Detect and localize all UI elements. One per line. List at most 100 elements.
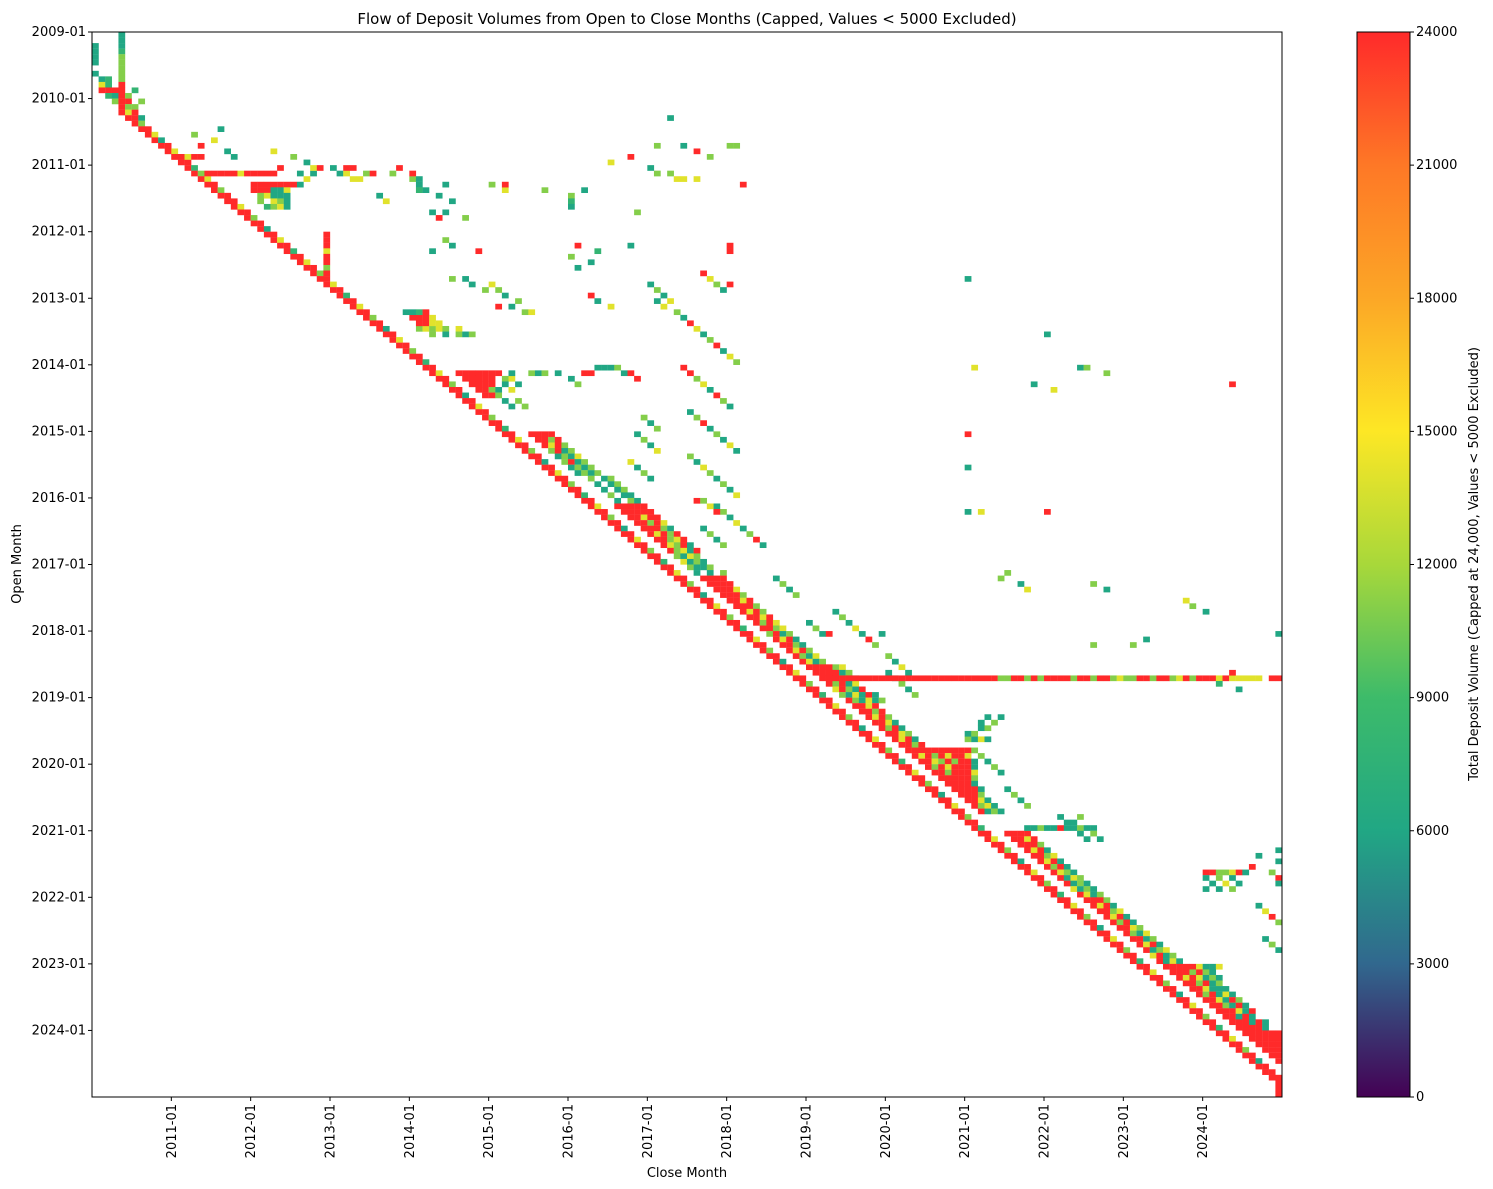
heatmap-cell	[1063, 869, 1071, 876]
heatmap-cell	[977, 725, 985, 732]
heatmap-cell	[891, 758, 899, 765]
heatmap-cell	[858, 725, 866, 732]
heatmap-cell	[647, 520, 655, 526]
heatmap-cell	[1004, 786, 1012, 793]
heatmap-cell	[1196, 1013, 1203, 1020]
heatmap-cell	[1004, 830, 1012, 837]
heatmap-cell	[415, 320, 423, 327]
heatmap-cell	[1136, 930, 1144, 937]
heatmap-cell	[951, 808, 959, 815]
heatmap-cell	[687, 409, 694, 415]
heatmap-cell	[1268, 1069, 1276, 1075]
heatmap-cell	[706, 387, 714, 393]
heatmap-cell	[640, 514, 648, 521]
heatmap-cell	[779, 631, 787, 637]
heatmap-cell	[845, 680, 853, 687]
heatmap-cell	[1017, 830, 1025, 837]
heatmap-cell	[323, 242, 331, 249]
heatmap-cell	[766, 653, 774, 659]
heatmap-cell	[144, 131, 152, 138]
heatmap-cell	[1090, 891, 1098, 898]
heatmap-cell	[1248, 864, 1256, 870]
heatmap-cell	[766, 619, 774, 626]
colorbar-tick-label: 12000	[1416, 558, 1457, 573]
heatmap-cell	[905, 675, 912, 682]
heatmap-cell	[561, 481, 569, 487]
heatmap-cell	[1176, 675, 1183, 682]
heatmap-cell	[1215, 869, 1223, 876]
heatmap-cell	[224, 192, 231, 199]
heatmap-cell	[1242, 1002, 1250, 1009]
heatmap-cell	[706, 603, 714, 610]
heatmap-cell	[125, 93, 132, 99]
heatmap-cell	[1096, 902, 1104, 909]
heatmap-cell	[1189, 675, 1197, 682]
heatmap-cell	[118, 54, 126, 60]
heatmap-cell	[475, 248, 483, 255]
heatmap-cell	[92, 70, 99, 77]
heatmap-cell	[1110, 913, 1117, 920]
heatmap-cell	[779, 664, 787, 671]
heatmap-cell	[290, 154, 298, 160]
heatmap-cell	[693, 459, 701, 465]
heatmap-cell	[568, 448, 575, 454]
heatmap-cell	[938, 753, 945, 759]
heatmap-cell	[971, 775, 979, 781]
heatmap-cell	[118, 76, 126, 83]
heatmap-cell	[832, 708, 840, 715]
heatmap-cell	[211, 181, 218, 188]
heatmap-cell	[1196, 986, 1203, 992]
heatmap-cell	[772, 575, 780, 582]
heatmap-cell	[336, 170, 344, 177]
heatmap-cell	[1229, 1008, 1236, 1014]
heatmap-cell	[98, 87, 106, 94]
heatmap-cell	[1090, 919, 1098, 926]
heatmap-cell	[898, 764, 906, 770]
heatmap-cell	[693, 375, 701, 382]
heatmap-cell	[706, 597, 714, 604]
heatmap-cell	[541, 370, 549, 377]
heatmap-cell	[442, 331, 450, 338]
heatmap-cell	[495, 420, 503, 426]
heatmap-cell	[733, 520, 741, 526]
heatmap-cell	[713, 342, 721, 349]
heatmap-cell	[872, 703, 879, 709]
heatmap-cell	[1004, 675, 1012, 682]
heatmap-cell	[700, 270, 707, 277]
heatmap-cell	[131, 109, 139, 116]
heatmap-cell	[1262, 1063, 1269, 1070]
heatmap-cell	[852, 686, 860, 693]
heatmap-cell	[1030, 675, 1038, 682]
heatmap-cell	[283, 248, 291, 255]
heatmap-cell	[554, 370, 562, 377]
heatmap-cell	[759, 608, 767, 615]
heatmap-cell	[905, 669, 912, 676]
x-tick-label: 2012-01	[244, 1104, 259, 1158]
heatmap-cell	[310, 165, 317, 171]
heatmap-cell	[872, 708, 879, 715]
heatmap-cell	[118, 98, 126, 105]
heatmap-cell	[1229, 1013, 1236, 1020]
heatmap-cell	[422, 187, 430, 194]
heatmap-cell	[1083, 913, 1091, 920]
heatmap-cell	[1037, 841, 1045, 848]
heatmap-cell	[958, 786, 965, 793]
heatmap-cell	[118, 93, 126, 99]
heatmap-cell	[1010, 836, 1018, 842]
heatmap-cell	[1182, 997, 1190, 1003]
heatmap-cell	[1077, 814, 1084, 820]
heatmap-cell	[204, 181, 212, 188]
heatmap-cell	[958, 780, 965, 787]
heatmap-cell	[700, 564, 707, 571]
heatmap-cell	[951, 764, 959, 770]
heatmap-cell	[872, 714, 879, 720]
heatmap-cell	[1070, 875, 1078, 881]
heatmap-cell	[779, 658, 787, 665]
heatmap-cell	[1110, 936, 1117, 942]
heatmap-cell	[290, 181, 298, 188]
heatmap-cell	[1037, 880, 1045, 887]
heatmap-cell	[1229, 886, 1236, 892]
heatmap-cell	[1182, 980, 1190, 987]
heatmap-cell	[1169, 675, 1177, 682]
